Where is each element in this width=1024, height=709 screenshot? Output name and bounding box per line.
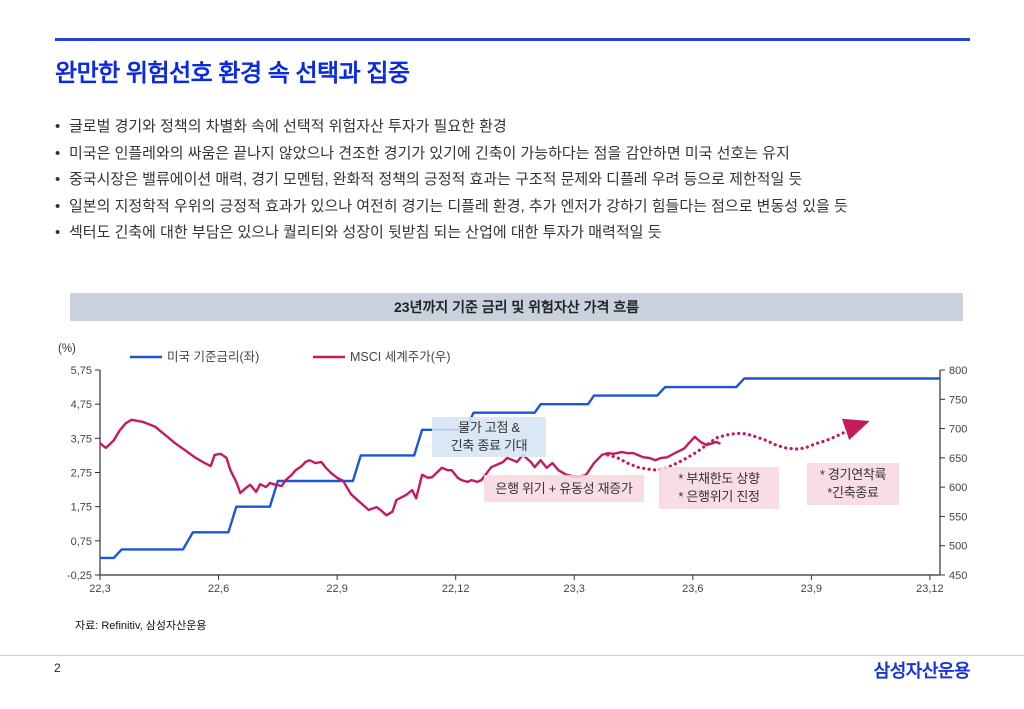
right-tick-label: 450 xyxy=(949,570,967,582)
x-tick-label: 23,3 xyxy=(564,583,585,595)
legend-fed-label: 미국 기준금리(좌) xyxy=(167,350,259,364)
x-tick-label: 23,6 xyxy=(682,583,703,595)
bullet-text: 섹터도 긴축에 대한 부담은 있으나 퀄리티와 성장이 뒷받침 되는 산업에 대… xyxy=(69,224,662,241)
bullet-item: • 일본의 지정학적 우위의 긍정적 효과가 있으나 여전히 경기는 디플레 환경… xyxy=(55,194,985,221)
page-title: 완만한 위험선호 환경 속 선택과 집중 xyxy=(55,60,410,87)
bullet-list: • 글로벌 경기와 정책의 차별화 속에 선택적 위험자산 투자가 필요한 환경 … xyxy=(55,114,985,247)
left-tick-label: 4,75 xyxy=(71,399,92,411)
x-tick-label: 23,12 xyxy=(916,583,944,595)
left-tick-label: 5,75 xyxy=(71,365,92,377)
right-tick-label: 750 xyxy=(949,394,967,406)
left-axis-unit-label: (%) xyxy=(58,343,76,355)
series-1 xyxy=(99,418,721,517)
x-tick-label: 22,9 xyxy=(326,583,347,595)
right-tick-label: 800 xyxy=(949,365,967,377)
bullet-marker: • xyxy=(55,224,61,241)
rates-msci-chart: (%) 5,75 4,75 3,75 2,75 1,75 0,75 -0,25 800 750 70… xyxy=(55,340,975,612)
bullet-text: 중국시장은 밸류에이션 매력, 경기 모멘텀, 완화적 정책의 긍정적 효과는 … xyxy=(69,171,803,188)
bullet-text: 글로벌 경기와 정책의 차별화 속에 선택적 위험자산 투자가 필요한 환경 xyxy=(69,118,507,135)
bullet-text: 일본의 지정학적 우위의 긍정적 효과가 있으나 여전히 경기는 디플레 환경,… xyxy=(69,197,848,215)
annotation-inflation-peak: 물가 고점 & 긴축 종료 기대 xyxy=(432,417,546,457)
right-tick-label: 650 xyxy=(949,453,967,465)
x-tick-label: 22,3 xyxy=(89,583,110,595)
bullet-item: • 글로벌 경기와 정책의 차별화 속에 선택적 위험자산 투자가 필요한 환경 xyxy=(55,114,985,141)
annotation-debt-ceiling: * 부채한도 상향 * 은행위기 진정 xyxy=(659,467,779,509)
right-tick-label: 550 xyxy=(949,511,967,523)
right-tick-label: 500 xyxy=(949,541,967,553)
bullet-item: • 중국시장은 밸류에이션 매력, 경기 모멘텀, 완화적 정책의 긍정적 효과는… xyxy=(55,167,985,194)
bullet-marker: • xyxy=(55,118,61,135)
x-tick-label: 23,9 xyxy=(801,583,822,595)
annotation-bank-crisis: 은행 위기 + 유동성 재증가 xyxy=(484,475,644,502)
x-tick-label: 22,6 xyxy=(208,583,229,595)
brand-logo: 삼성자산운용 xyxy=(873,661,971,681)
footer-divider xyxy=(0,655,1024,656)
bullet-item: • 섹터도 긴축에 대한 부담은 있으나 퀄리티와 성장이 뒷받침 되는 산업에 … xyxy=(55,220,985,247)
bullet-marker: • xyxy=(55,144,61,162)
bullet-marker: • xyxy=(55,171,61,188)
left-tick-label: 1,75 xyxy=(71,502,92,514)
chart-title-bar: 23년까지 기준 금리 및 위험자산 가격 흐름 xyxy=(70,293,963,321)
right-tick-label: 700 xyxy=(949,424,967,436)
series-0 xyxy=(100,377,940,560)
right-tick-label: 600 xyxy=(949,482,967,494)
left-tick-label: 0,75 xyxy=(71,536,92,548)
bullet-item: • 미국은 인플레와의 싸움은 끝나지 않았으나 견조한 경기가 있기에 긴축이 … xyxy=(55,141,985,168)
page-number: 2 xyxy=(54,661,61,675)
bullet-marker: • xyxy=(55,197,61,215)
series-2-forecast xyxy=(606,418,870,472)
left-tick-label: 3,75 xyxy=(71,433,92,445)
left-tick-label: -0,25 xyxy=(67,570,92,582)
x-tick-label: 22,12 xyxy=(442,583,470,595)
legend-msci-label: MSCI 세계주가(우) xyxy=(350,350,451,364)
source-note: 자료: Refinitiv, 삼성자산운용 xyxy=(75,620,207,632)
annotation-soft-landing: * 경기연착륙 *긴축종료 xyxy=(807,463,899,505)
top-divider xyxy=(55,38,970,41)
bullet-text: 미국은 인플레와의 싸움은 끝나지 않았으나 견조한 경기가 있기에 긴축이 가… xyxy=(69,144,790,162)
chart-canvas: (%) 5,75 4,75 3,75 2,75 1,75 0,75 -0,25 800 750 70… xyxy=(58,343,967,595)
left-tick-label: 2,75 xyxy=(71,468,92,480)
